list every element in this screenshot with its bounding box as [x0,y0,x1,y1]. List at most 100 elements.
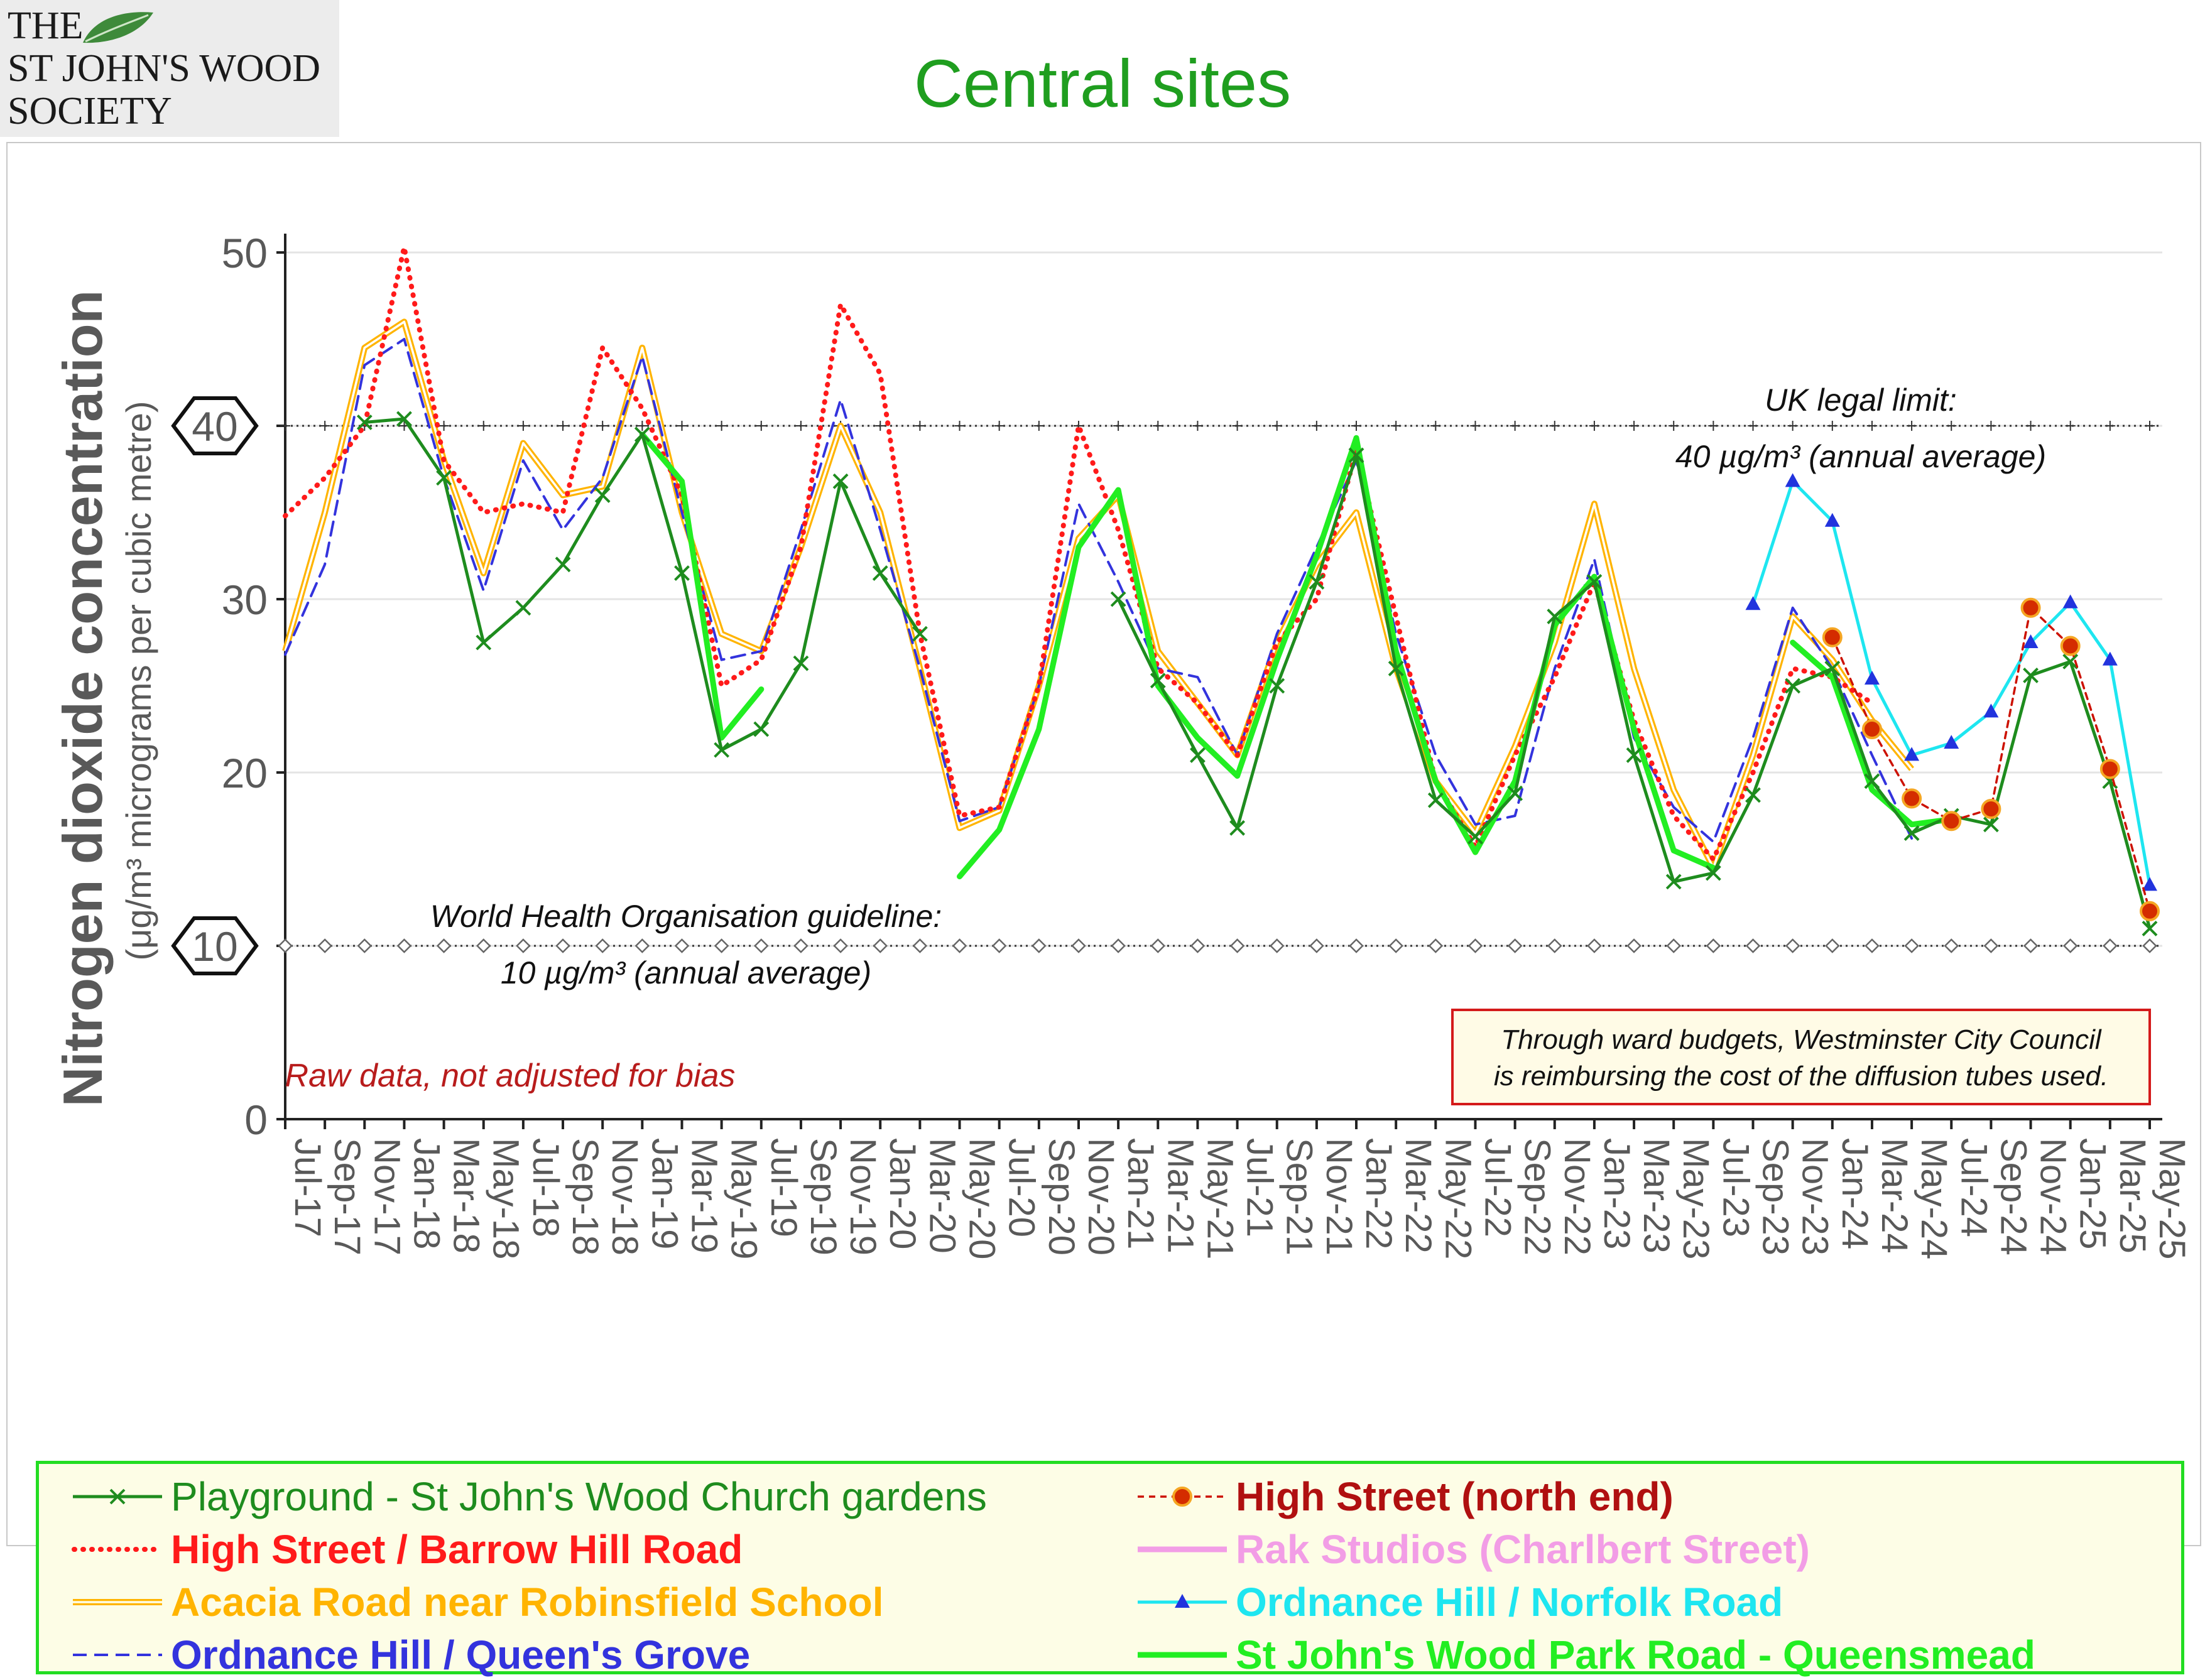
reference-hexagon [171,396,259,455]
data-point [832,473,849,489]
reference-marker [278,938,293,953]
x-tick-label: Jul-22 [1477,1138,1518,1237]
data-point [1861,719,1882,739]
reference-marker [1269,938,1285,953]
x-tick-label: Jul-18 [525,1138,566,1237]
x-tick-label: Jul-24 [1953,1138,1994,1237]
reference-marker [793,938,808,953]
data-point [1904,747,1920,761]
series-line [957,435,1716,880]
reference-marker [2103,938,2118,953]
x-tick-label: Mar-23 [1636,1138,1677,1254]
reference-marker [952,938,967,953]
data-point [1822,627,1843,648]
series-line-inner [284,320,1913,869]
reference-marker [1309,938,1324,953]
reference-marker [2062,938,2078,953]
reference-marker [873,938,888,953]
legend-label: Ordnance Hill / Norfolk Road [1236,1580,1783,1625]
reference-marker [357,938,373,953]
data-point [1150,673,1166,689]
x-tick-label: Jan-22 [1358,1138,1399,1249]
data-point [1348,447,1364,463]
data-point [1824,512,1840,527]
council-note-box [1451,1009,2151,1105]
raw-data-note: Raw data, not adjusted for bias [285,1058,736,1094]
data-point [396,411,412,427]
series-high-street-north-end [1822,597,2160,921]
reference-marker [994,421,1004,431]
x-tick-label: May-19 [724,1138,765,1259]
data-point [2060,636,2081,656]
data-point [912,626,928,642]
data-point [1467,828,1483,845]
data-point [674,565,690,582]
data-point [356,415,373,430]
x-tick-label: Sep-22 [1517,1138,1558,1255]
x-tick-label: Jul-21 [1239,1138,1280,1237]
logo-line-1: THE [8,4,84,47]
data-point [2099,759,2120,779]
x-tick-label: Jan-18 [406,1138,447,1249]
x-tick-label: Jul-20 [1001,1138,1042,1237]
reference-marker [714,938,729,953]
data-point [1944,735,1959,749]
x-tick-label: Sep-23 [1755,1138,1796,1255]
data-point [872,565,888,582]
x-tick-label: Sep-18 [565,1138,606,1255]
x-tick-label: Mar-21 [1160,1138,1200,1254]
reference-marker [1111,938,1126,953]
legend-label: Rak Studios (Charlbert Street) [1236,1527,1810,1572]
data-point [2140,901,2160,921]
reference-marker [438,421,449,431]
legend-swatch [73,1599,162,1605]
data-point [2020,597,2041,618]
x-tick-label: Mar-25 [2112,1138,2153,1254]
x-tick-label: Jan-20 [882,1138,923,1249]
x-tick-label: Mar-20 [922,1138,962,1254]
logo-line-2: ST JOHN'S WOOD [8,47,321,90]
reference-marker [1907,421,1917,431]
data-point [476,634,492,651]
legend-item: St John's Wood Park Road - Queensmead [1135,1630,2035,1680]
data-point [1903,825,1920,842]
legend-item: High Street / Barrow Hill Road [70,1524,743,1574]
reference-marker [1946,421,1957,431]
legend-label: High Street / Barrow Hill Road [171,1527,743,1572]
data-point [2142,877,2157,891]
reference-marker [1271,421,1282,431]
data-point [634,426,650,443]
legend-swatch [73,1488,162,1505]
reference-marker [1626,938,1642,953]
series-line [1116,453,2152,930]
data-point [1547,609,1563,625]
reference-marker [1666,938,1681,953]
reference-marker [1190,938,1206,953]
reference-marker [1388,938,1403,953]
reference-marker [597,421,608,431]
reference-marker [795,421,806,431]
data-point [1864,773,1880,789]
reference-marker [677,421,687,431]
reference-marker [1071,938,1086,953]
data-point [1665,874,1682,890]
reference-marker [1865,938,1880,953]
reference-marker [1827,421,1838,431]
data-point [2142,920,2158,936]
reference-line-markers [280,421,2155,431]
x-tick-label: Jan-25 [2072,1138,2113,1249]
reference-marker [991,938,1007,953]
x-tick-label: Mar-22 [1398,1138,1439,1254]
x-tick-label: Nov-23 [1795,1138,1836,1255]
reference-marker [1349,938,1364,953]
x-tick-label: Sep-17 [327,1138,368,1255]
data-point [2102,651,2118,666]
reference-marker [2142,938,2157,953]
reference-marker [2065,421,2076,431]
reference-marker [1232,421,1243,431]
legend-swatch [72,1547,165,1552]
series-ordnance-hill-norfolk-road [1745,473,2157,891]
x-tick-label: Jan-19 [644,1138,685,1249]
x-tick-label: Mar-24 [1874,1138,1915,1254]
reference-marker [1708,421,1719,431]
